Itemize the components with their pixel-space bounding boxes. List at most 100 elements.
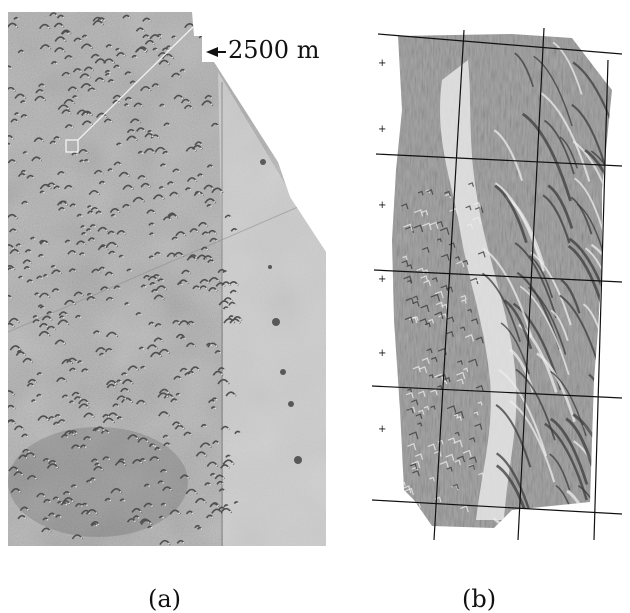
dune-highlight — [71, 187, 73, 190]
dune-highlight — [143, 459, 146, 462]
dune-ripple — [412, 469, 420, 477]
dune-highlight — [214, 44, 217, 47]
dune-highlight — [200, 147, 203, 150]
dune-highlight — [200, 528, 203, 530]
dune-highlight — [100, 212, 103, 215]
dune-mark — [198, 35, 206, 39]
dune-highlight — [23, 96, 26, 99]
dune-highlight — [178, 512, 181, 515]
dune-highlight — [123, 460, 126, 463]
dune-highlight — [123, 232, 126, 235]
dune-highlight — [108, 458, 111, 460]
dune-highlight — [122, 255, 124, 258]
dune-ripple — [407, 279, 412, 284]
dune-highlight — [162, 516, 164, 519]
dune-highlight — [90, 113, 93, 116]
dune-highlight — [26, 202, 29, 205]
dune-highlight — [141, 152, 144, 154]
dune-ripple — [439, 460, 450, 469]
dune-streak — [598, 312, 612, 373]
dune-highlight — [51, 312, 53, 315]
dune-ripple — [447, 316, 455, 323]
dune-streak — [492, 517, 541, 528]
dune-highlight — [116, 415, 119, 418]
dune-highlight — [143, 129, 146, 132]
dune-highlight — [222, 482, 224, 485]
dune-ripple — [464, 334, 475, 342]
dune-ripple — [453, 439, 463, 448]
dune-highlight — [156, 48, 158, 51]
dune-highlight — [136, 437, 139, 440]
dune-highlight — [111, 169, 114, 172]
dune-ripple — [419, 318, 428, 325]
dune-highlight — [192, 372, 195, 375]
dune-ripple — [469, 437, 476, 443]
dune-ripple — [412, 365, 421, 373]
dune-highlight — [154, 283, 156, 286]
dune-ripple — [457, 359, 463, 365]
dune-ripple — [404, 316, 414, 324]
panel-a-image — [8, 12, 326, 546]
dune-ripple — [468, 464, 476, 470]
dune-streak — [509, 400, 556, 483]
dune-ripple — [420, 304, 430, 313]
dune-ripple — [446, 330, 454, 337]
panel-a-leader-line — [77, 25, 195, 141]
dune-streak — [542, 194, 571, 244]
dune-highlight — [31, 280, 34, 283]
dune-ripple — [411, 399, 419, 406]
dune-ripple — [456, 371, 466, 380]
dune-highlight — [108, 74, 111, 77]
dune-highlight — [11, 137, 14, 140]
svg-text:+: + — [378, 58, 386, 69]
dune-streak — [552, 41, 583, 95]
dune-highlight — [140, 105, 143, 107]
dune-highlight — [176, 400, 178, 402]
dune-highlight — [114, 382, 117, 385]
dune-streak — [543, 119, 575, 175]
dune-highlight — [96, 460, 99, 463]
dune-streak — [572, 511, 612, 528]
dune-ripple — [474, 278, 481, 284]
dune-highlight — [186, 281, 189, 284]
dune-highlight — [17, 18, 19, 20]
dune-ripple — [447, 437, 456, 444]
dune-highlight — [26, 435, 29, 438]
dune-ripple — [467, 308, 473, 313]
dune-highlight — [47, 295, 50, 298]
dune-ripple — [434, 290, 444, 299]
dune-ripple — [417, 422, 423, 427]
dune-ripple — [407, 388, 413, 393]
dune-mark — [209, 29, 218, 33]
dune-highlight — [14, 161, 17, 164]
dune-ripple — [474, 423, 483, 430]
dune-highlight — [112, 61, 115, 64]
dune-highlight — [237, 502, 239, 505]
dune-highlight — [214, 407, 217, 410]
dune-highlight — [159, 253, 162, 256]
dune-ripple — [435, 220, 444, 228]
dune-ripple — [401, 260, 409, 266]
dune-highlight — [217, 124, 220, 127]
dune-highlight — [136, 368, 139, 371]
dune-highlight — [181, 283, 183, 286]
dune-highlight — [119, 163, 122, 166]
dune-highlight — [214, 232, 217, 235]
dune-highlight — [236, 283, 239, 286]
dune-highlight — [157, 85, 160, 87]
dune-highlight — [158, 37, 161, 39]
dune-highlight — [79, 398, 82, 400]
panel-a-track — [8, 206, 299, 333]
dune-ripple — [469, 456, 477, 463]
dune-highlight — [113, 386, 116, 388]
dune-highlight — [75, 153, 78, 156]
dune-highlight — [38, 321, 41, 323]
dune-highlight — [149, 19, 151, 22]
dune-highlight — [146, 440, 149, 443]
dune-streak — [482, 247, 533, 338]
dune-highlight — [90, 294, 93, 296]
dune-highlight — [103, 182, 106, 185]
dune-highlight — [152, 233, 155, 236]
dune-highlight — [58, 137, 61, 140]
dune-highlight — [94, 89, 96, 92]
